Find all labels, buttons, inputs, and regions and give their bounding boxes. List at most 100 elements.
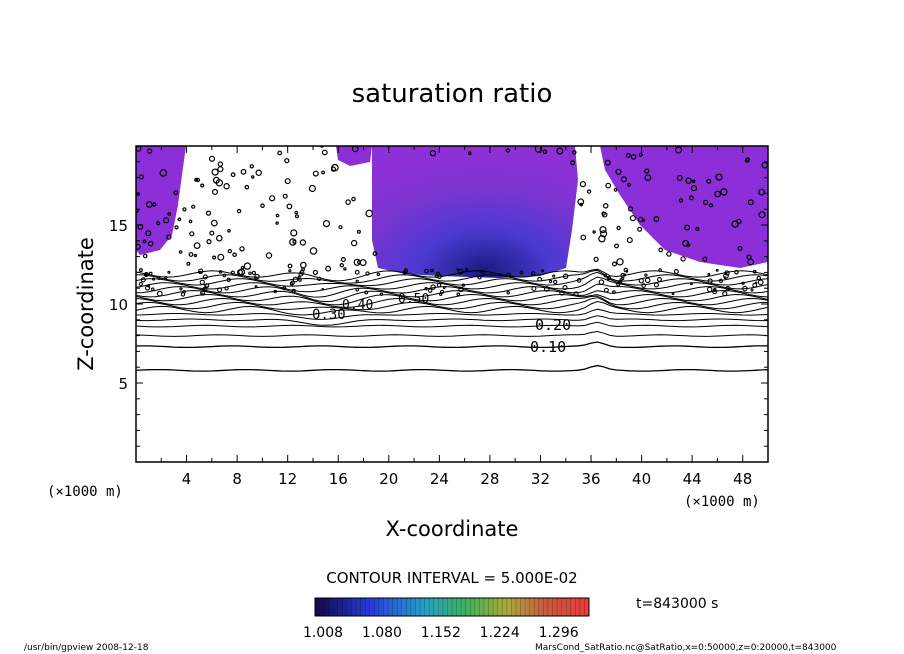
contour-line xyxy=(136,300,768,316)
colorbar-cell xyxy=(333,598,339,616)
colorbar xyxy=(314,598,590,616)
contour-speckle xyxy=(579,181,587,188)
colorbar-cell xyxy=(356,598,361,616)
contour-speckle xyxy=(658,247,664,253)
contour-speckle xyxy=(576,278,582,283)
contour-speckle xyxy=(611,261,617,267)
contour-speckle xyxy=(189,231,195,237)
y-tick-label: 5 xyxy=(118,375,128,393)
colorbar-cell xyxy=(315,598,320,616)
contour-speckle xyxy=(506,291,510,295)
contour-speckle xyxy=(182,290,186,294)
contour-speckle xyxy=(713,287,717,292)
x-axis-unit-left: (×1000 m) xyxy=(47,484,123,500)
contour-speckle xyxy=(163,217,170,224)
contour-speckle xyxy=(287,263,293,269)
contour-speckle xyxy=(164,275,168,280)
contour-speckle xyxy=(218,270,223,274)
contour-speckle xyxy=(742,285,748,292)
contour-speckle xyxy=(752,269,757,274)
contour-line xyxy=(136,276,768,293)
contour-speckle xyxy=(290,229,298,237)
contour-speckle xyxy=(708,203,714,208)
contour-speckle xyxy=(706,178,712,184)
contour-speckle xyxy=(299,269,305,275)
contour-speckle xyxy=(284,178,291,185)
colorbar-cell xyxy=(392,598,398,616)
contour-speckle xyxy=(692,179,696,183)
contour-speckle xyxy=(157,276,161,280)
contour-speckle xyxy=(222,273,227,278)
contour-speckle xyxy=(249,164,254,169)
contour-speckle xyxy=(619,277,623,282)
contour-speckle xyxy=(707,278,713,284)
contour-speckle xyxy=(442,286,446,289)
contour-speckle xyxy=(202,274,208,280)
contour-speckle xyxy=(706,286,713,293)
contour-speckle xyxy=(297,275,301,279)
contour-speckle xyxy=(146,284,150,288)
contour-speckle xyxy=(294,210,299,215)
contour-speckle xyxy=(206,239,212,245)
contour-speckle xyxy=(604,159,611,166)
contour-speckle xyxy=(657,277,662,282)
contour-speckle xyxy=(355,287,360,292)
contour-speckle xyxy=(477,275,482,280)
contour-speckle xyxy=(230,270,235,275)
contour-speckle xyxy=(674,146,683,154)
colorbar-cell xyxy=(438,598,444,616)
contour-speckle xyxy=(530,271,536,276)
contour-speckle xyxy=(217,161,224,167)
colorbar-cell xyxy=(529,598,535,616)
contour-line xyxy=(136,283,768,298)
contour-speckle xyxy=(188,219,193,224)
colorbar-cell xyxy=(351,598,357,616)
time-label: t=843000 s xyxy=(636,596,718,612)
contour-speckle xyxy=(156,290,163,297)
contour-speckle xyxy=(286,203,293,210)
colorbar-cell xyxy=(515,598,521,616)
contour-speckle xyxy=(603,274,608,278)
contour-label-0.30: 0.30 xyxy=(312,307,346,323)
contour-speckle xyxy=(678,198,684,203)
x-tick-label: 44 xyxy=(683,470,702,488)
contour-speckle xyxy=(723,273,729,279)
contour-speckle xyxy=(747,258,754,266)
colorbar-cell xyxy=(584,598,590,616)
contour-speckle xyxy=(217,253,225,261)
contour-speckle xyxy=(215,179,223,187)
contour-speckle xyxy=(321,287,325,291)
contour-speckle xyxy=(556,147,564,155)
colorbar-cell xyxy=(369,598,375,616)
contour-speckle xyxy=(282,193,288,199)
contour-speckle xyxy=(299,239,307,246)
contour-speckle xyxy=(299,261,307,269)
contour-speckle xyxy=(707,272,711,276)
contour-speckle xyxy=(741,281,745,285)
contour-speckle xyxy=(254,285,258,289)
contour-speckle xyxy=(177,217,182,222)
contour-speckle xyxy=(152,277,156,281)
contour-speckle xyxy=(260,203,265,209)
colorbar-cell xyxy=(488,598,494,616)
colorbar-tick-label: 1.080 xyxy=(362,625,402,641)
contour-line xyxy=(136,271,768,287)
contour-speckle xyxy=(209,230,215,236)
contour-speckle xyxy=(505,148,510,153)
contour-speckle xyxy=(718,278,724,283)
x-tick-label: 16 xyxy=(329,470,348,488)
contour-speckle xyxy=(317,276,322,282)
contour-label-0.40: 0.40 xyxy=(342,298,373,313)
contour-speckle xyxy=(531,285,537,292)
contour-speckle xyxy=(210,219,218,227)
contour-speckle xyxy=(178,250,183,254)
colorbar-cell xyxy=(337,598,343,616)
supersaturation-patch-right xyxy=(600,146,768,268)
contour-speckle xyxy=(686,243,691,247)
contour-speckle xyxy=(436,273,442,279)
contour-speckle xyxy=(599,230,608,238)
contour-speckle xyxy=(601,211,606,216)
contour-speckle xyxy=(593,256,599,262)
contour-speckle xyxy=(309,247,318,255)
contour-speckle xyxy=(356,229,361,234)
